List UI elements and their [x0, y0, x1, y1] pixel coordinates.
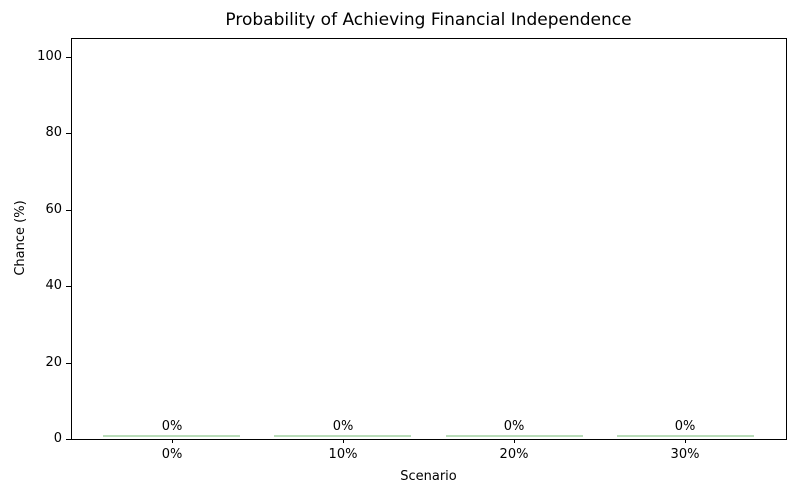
y-tick-label: 80 — [45, 125, 62, 140]
bar — [617, 435, 754, 437]
y-tick-label: 0 — [53, 431, 62, 446]
bar-value-label: 0% — [161, 419, 183, 434]
x-tick-mark — [343, 439, 344, 443]
y-axis-title: Chance (%) — [13, 200, 28, 276]
bar-value-label: 0% — [332, 419, 354, 434]
y-tick-mark — [66, 286, 71, 287]
bar — [103, 435, 240, 437]
x-tick-mark — [685, 439, 686, 443]
bar-value-label: 0% — [674, 419, 696, 434]
y-tick-mark — [66, 210, 71, 211]
y-tick-mark — [66, 439, 71, 440]
bar — [274, 435, 411, 437]
y-tick-mark — [66, 363, 71, 364]
y-tick-label: 60 — [45, 202, 62, 217]
chart-title: Probability of Achieving Financial Indep… — [225, 10, 632, 30]
y-tick-label: 20 — [45, 355, 62, 370]
y-tick-mark — [66, 133, 71, 134]
x-tick-label: 20% — [499, 447, 529, 462]
y-tick-label: 40 — [45, 278, 62, 293]
bar-value-label: 0% — [503, 419, 525, 434]
x-tick-label: 10% — [328, 447, 358, 462]
y-tick-label: 100 — [37, 49, 62, 64]
x-tick-label: 0% — [161, 447, 183, 462]
plot-area — [71, 38, 787, 440]
bar — [446, 435, 583, 437]
x-tick-label: 30% — [670, 447, 700, 462]
x-axis-title: Scenario — [400, 469, 457, 484]
x-tick-mark — [172, 439, 173, 443]
x-tick-mark — [514, 439, 515, 443]
y-tick-mark — [66, 57, 71, 58]
